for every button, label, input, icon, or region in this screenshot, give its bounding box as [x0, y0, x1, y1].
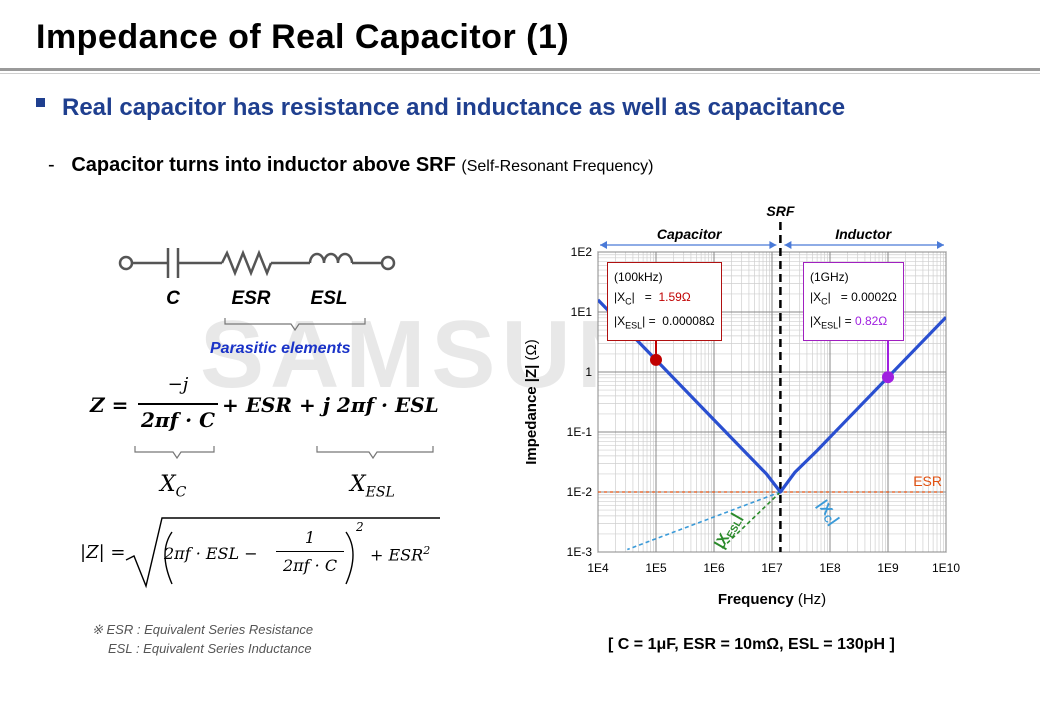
- x-tick-label: 1E9: [877, 561, 899, 575]
- title-divider-thin: [0, 73, 1040, 74]
- arrowhead-right-icon: [937, 241, 944, 249]
- y-tick-label: 1E1: [571, 305, 593, 319]
- impedance-curve: [598, 298, 946, 494]
- x-tick-label: 1E6: [703, 561, 725, 575]
- footnote: ※ ESR : Equivalent Series Resistance ESL…: [92, 620, 313, 658]
- formula-numerator: −j: [167, 374, 189, 395]
- mag-term-a: 2πf · ESL −: [164, 544, 258, 563]
- x-tick-label: 1E10: [932, 561, 960, 575]
- parasitic-label: Parasitic elements: [210, 340, 351, 357]
- y-tick-label: 1E-1: [567, 425, 593, 439]
- callout-1ghz: (1GHz) |XC| = 0.0002Ω |XESL| = 0.82Ω: [803, 262, 904, 341]
- page-title: Impedance of Real Capacitor (1): [36, 18, 570, 56]
- data-marker: [882, 371, 894, 384]
- circuit-diagram: C ESR ESL: [118, 248, 396, 332]
- y-tick-label: 1E2: [571, 245, 593, 259]
- chart-ticks: 1E4 1E5 1E6 1E7 1E8 1E9 1E10 1E2 1E1 1 1E-1 1E-2 1E-…: [567, 245, 961, 575]
- sub-bullet: - Capacitor turns into inductor above SR…: [48, 154, 653, 177]
- arrowhead-right-icon: [769, 241, 777, 249]
- sub-bullet-text: Capacitor turns into inductor above SRF: [71, 154, 456, 176]
- impedance-formula-lhs: Z =: [90, 393, 129, 417]
- callout-100khz: (100kHz) |XC| = 1.59Ω |XESL| = 0.00008Ω: [607, 262, 722, 341]
- mag-esr-term: + ESR2: [370, 544, 431, 565]
- xesl-symbol: XESL: [350, 472, 395, 501]
- callout-left-freq: (100kHz): [614, 270, 663, 284]
- label-esl: ESL: [311, 288, 348, 309]
- chart-overlay: [598, 222, 946, 552]
- arrowhead-left-icon: [784, 241, 792, 249]
- main-bullet: Real capacitor has resistance and induct…: [62, 94, 846, 121]
- srf-definition: (Self-Resonant Frequency): [461, 158, 654, 175]
- y-tick-label: 1: [585, 365, 592, 379]
- callout-right-xesl: |XESL| = 0.82Ω: [810, 314, 888, 331]
- region-inductor-label: Inductor: [835, 226, 893, 242]
- component-parameters: [ C = 1μF, ESR = 10mΩ, ESL = 130pH ]: [608, 636, 895, 653]
- mag-numerator: 1: [304, 528, 316, 547]
- mag-denominator: 2πf · C: [282, 556, 338, 575]
- y-tick-label: 1E-3: [567, 545, 593, 559]
- terminal-left-icon: [118, 255, 134, 271]
- bullet-square-icon: [36, 98, 45, 107]
- title-divider: [0, 68, 1040, 71]
- data-marker: [650, 353, 662, 366]
- y-tick-label: 1E-2: [567, 485, 593, 499]
- formula-rest: + ESR + j 2πf · ESL: [222, 393, 439, 417]
- xc-asymptote: [627, 491, 781, 551]
- mag-exponent: 2: [356, 520, 364, 534]
- impedance-chart: 1E4 1E5 1E6 1E7 1E8 1E9 1E10 1E2 1E1 1 1E-1 1E-2 1E-…: [523, 203, 961, 608]
- terminal-right-icon: [380, 255, 396, 271]
- esr-line-label: ESR: [913, 473, 942, 489]
- callout-left-xesl: |XESL| = 0.00008Ω: [614, 314, 715, 331]
- inductor-symbol: [308, 252, 354, 264]
- sqrt-symbol: [125, 517, 440, 589]
- xc-symbol: XC: [160, 472, 187, 501]
- x-axis-title: Frequency (Hz): [718, 591, 826, 608]
- y-axis-title: Impedance |Z| (Ω): [523, 339, 540, 464]
- footnote-esr: ※ ESR : Equivalent Series Resistance: [92, 622, 314, 637]
- resistor-symbol: [220, 249, 273, 277]
- callout-right-freq: (1GHz): [810, 270, 849, 284]
- label-esr: ESR: [231, 288, 270, 309]
- magnitude-formula-lhs: |Z| =: [80, 542, 126, 563]
- mag-fraction-bar: [276, 551, 344, 553]
- label-c: C: [166, 288, 180, 309]
- sub-bullet-dash: -: [48, 154, 55, 176]
- formula-denominator: 2πf · C: [141, 408, 215, 432]
- parasitic-brace: [224, 318, 366, 332]
- callout-right-xc: |XC| = 0.0002Ω: [810, 290, 897, 307]
- footnote-esl: ESL : Equivalent Series Inductance: [108, 641, 312, 656]
- fraction-bar: [138, 403, 218, 405]
- callout-left-xc: |XC| = 1.59Ω: [614, 290, 691, 307]
- arrowhead-left-icon: [600, 241, 607, 249]
- x-tick-label: 1E5: [645, 561, 667, 575]
- x-tick-label: 1E8: [819, 561, 841, 575]
- region-capacitor-label: Capacitor: [657, 226, 723, 242]
- x-tick-label: 1E4: [587, 561, 609, 575]
- x-tick-label: 1E7: [761, 561, 783, 575]
- formula-braces: [134, 446, 434, 460]
- srf-label: SRF: [766, 203, 794, 219]
